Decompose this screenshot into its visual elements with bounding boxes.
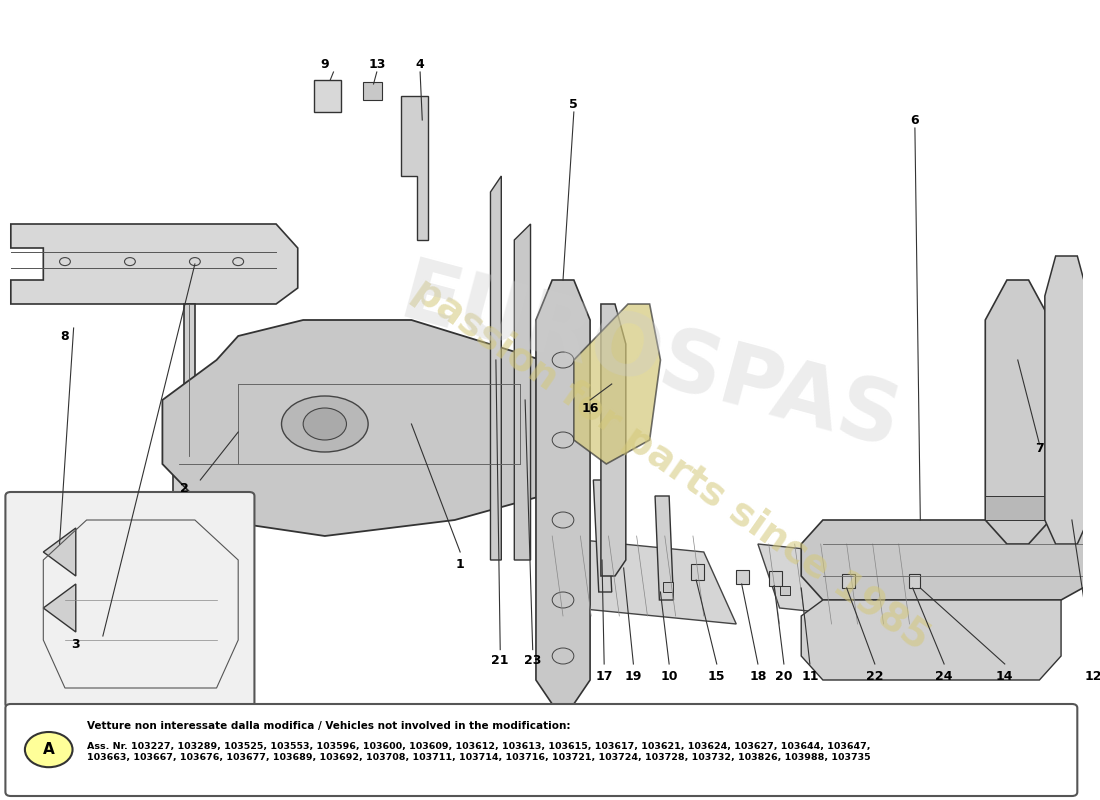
Bar (314, 80, 341, 112)
Polygon shape (11, 224, 298, 304)
Text: 21: 21 (492, 654, 509, 666)
FancyBboxPatch shape (6, 492, 254, 708)
Text: 14: 14 (996, 670, 1013, 682)
Ellipse shape (304, 408, 346, 440)
Polygon shape (536, 280, 590, 704)
Bar (769, 571, 782, 586)
Bar (843, 574, 856, 588)
Text: 6: 6 (911, 114, 920, 126)
Bar (363, 82, 382, 100)
Bar (662, 582, 673, 592)
Polygon shape (654, 496, 673, 600)
Text: 12: 12 (1085, 670, 1100, 682)
Bar (780, 586, 791, 595)
Text: Vetture non interessate dalla modifica / Vehicles not involved in the modificati: Vetture non interessate dalla modifica /… (87, 721, 570, 730)
Text: passion for parts since 1985: passion for parts since 1985 (406, 270, 936, 658)
Polygon shape (758, 544, 931, 624)
Text: 13: 13 (368, 58, 385, 70)
Polygon shape (43, 584, 76, 632)
Polygon shape (491, 176, 502, 560)
Polygon shape (986, 280, 1050, 544)
Polygon shape (574, 304, 660, 464)
Text: 3: 3 (72, 638, 80, 650)
Text: 5: 5 (570, 98, 579, 110)
Text: 20: 20 (776, 670, 793, 682)
Text: 17: 17 (595, 670, 613, 682)
Polygon shape (1045, 256, 1088, 544)
Text: 19: 19 (625, 670, 642, 682)
Text: 8: 8 (60, 330, 69, 342)
Text: 24: 24 (935, 670, 953, 682)
FancyBboxPatch shape (6, 704, 1077, 796)
Text: 18: 18 (749, 670, 767, 682)
Ellipse shape (282, 396, 369, 452)
Text: 23: 23 (524, 654, 541, 666)
Text: 1: 1 (455, 558, 464, 570)
Polygon shape (163, 320, 585, 536)
Polygon shape (801, 520, 1100, 600)
Text: 22: 22 (866, 670, 883, 682)
Polygon shape (593, 480, 612, 592)
Polygon shape (986, 496, 1050, 520)
Polygon shape (541, 536, 736, 624)
Text: 2: 2 (179, 482, 188, 494)
Text: A: A (43, 742, 55, 757)
Text: Ass. Nr. 103227, 103289, 103525, 103553, 103596, 103600, 103609, 103612, 103613,: Ass. Nr. 103227, 103289, 103525, 103553,… (87, 742, 870, 762)
Polygon shape (400, 96, 428, 240)
Text: 4: 4 (416, 58, 425, 70)
Text: 9: 9 (320, 58, 329, 70)
Bar (736, 570, 749, 584)
Bar (910, 574, 921, 588)
Polygon shape (173, 304, 324, 520)
Polygon shape (515, 224, 530, 560)
Polygon shape (801, 600, 1062, 680)
Text: EUROSPAS: EUROSPAS (390, 254, 909, 466)
Bar (691, 564, 704, 580)
Text: 10: 10 (660, 670, 678, 682)
Text: 7: 7 (1035, 442, 1044, 454)
Polygon shape (43, 528, 76, 576)
Text: 11: 11 (801, 670, 818, 682)
Text: 15: 15 (708, 670, 726, 682)
Circle shape (25, 732, 73, 767)
Polygon shape (601, 304, 626, 576)
Text: 16: 16 (582, 402, 598, 414)
